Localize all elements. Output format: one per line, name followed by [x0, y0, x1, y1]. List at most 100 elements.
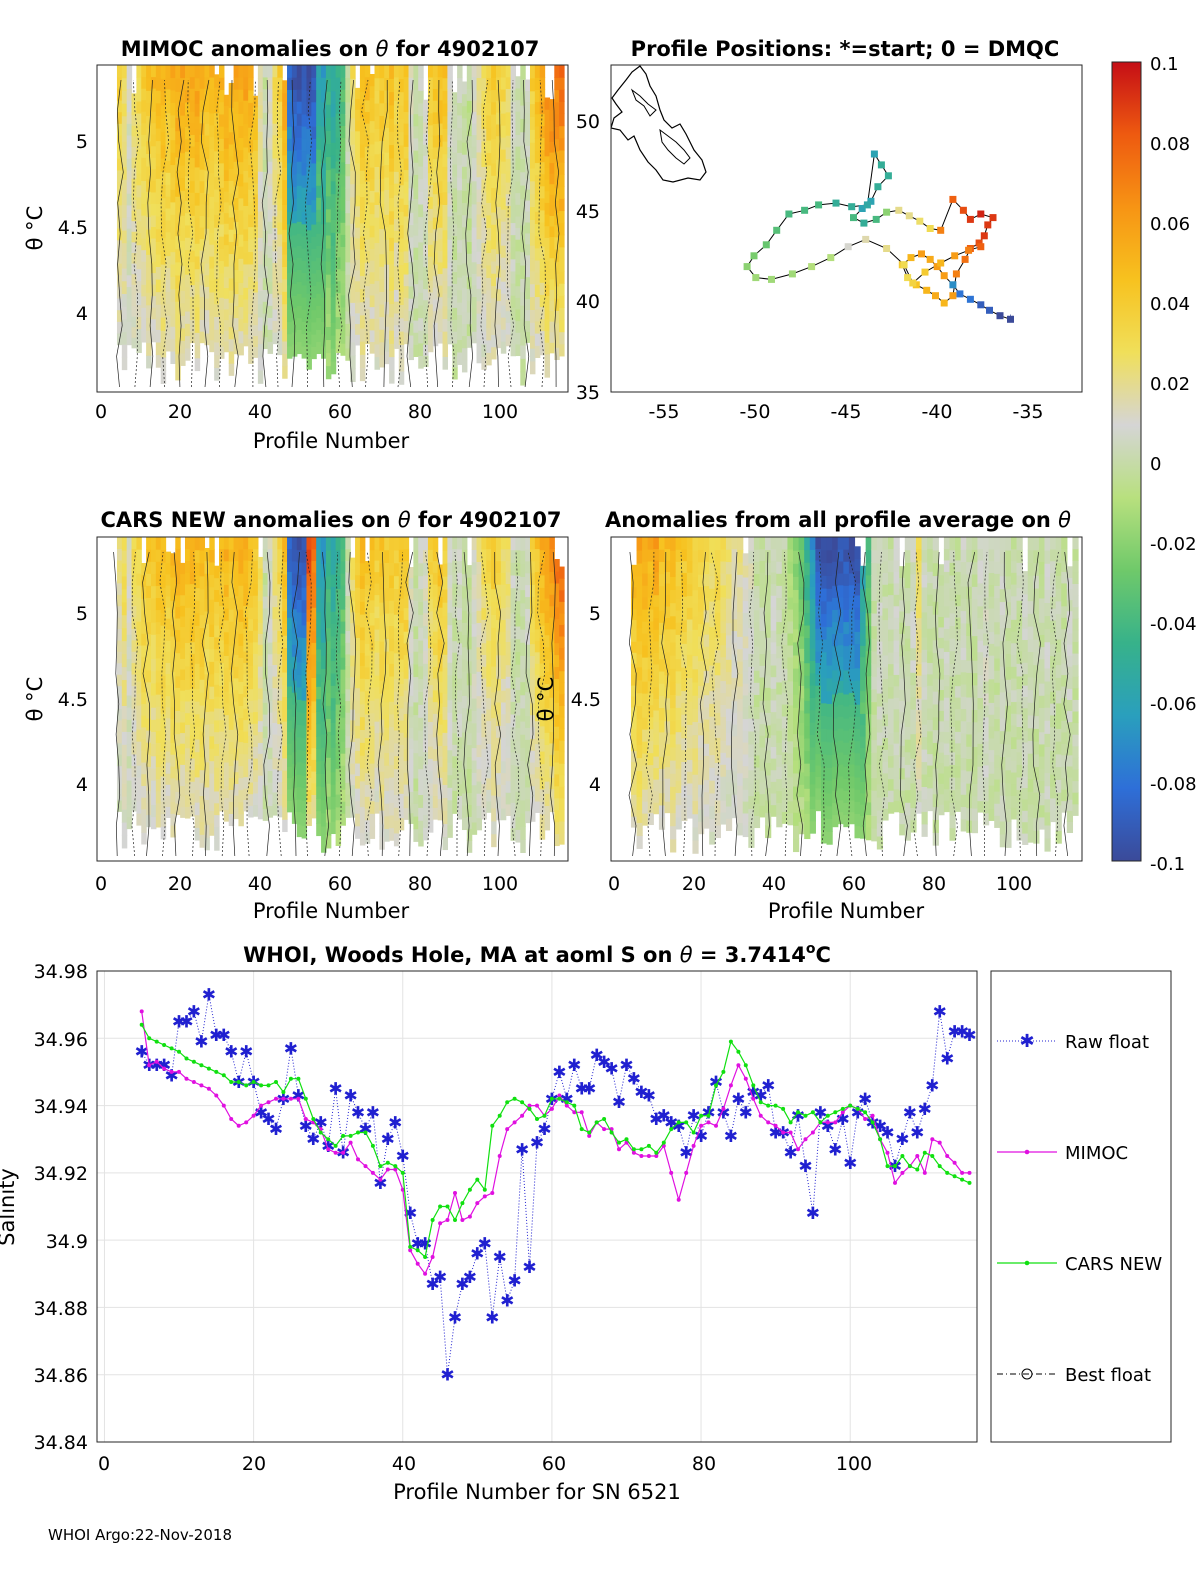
heatmap-cell [670, 825, 677, 840]
heatmap-cell [287, 777, 293, 790]
heatmap-cell [544, 537, 551, 550]
heatmap-cell [466, 170, 473, 184]
heatmap-cell [359, 626, 366, 641]
heatmap-cell [228, 561, 235, 574]
heatmap-cell [257, 78, 264, 93]
heatmap-cell [228, 765, 235, 778]
heatmap-cell [316, 305, 322, 318]
heatmap-cell [335, 691, 342, 705]
heatmap-cell [136, 292, 142, 306]
heatmap-cell [559, 186, 565, 199]
heatmap-cell [228, 609, 235, 622]
heatmap-cell [233, 537, 240, 550]
heatmap-cell [345, 101, 351, 115]
heatmap-cell [272, 308, 278, 321]
heatmap-cell [534, 559, 541, 573]
heatmap-cell [199, 134, 206, 147]
heatmap-cell [486, 289, 492, 303]
heatmap-cell [384, 587, 390, 601]
heatmap-cell [630, 805, 638, 817]
heatmap-cell [180, 806, 186, 818]
heatmap-cell [461, 250, 468, 264]
heatmap-cell [116, 263, 123, 276]
heatmap-cell [340, 645, 346, 658]
heatmap-cell [345, 237, 351, 251]
heatmap-cell [364, 146, 371, 159]
heatmap-cell [170, 65, 176, 79]
heatmap-cell [155, 754, 162, 768]
heatmap-cell [505, 664, 512, 677]
map-axes-box [610, 64, 1083, 393]
heatmap-cell [647, 764, 654, 778]
heatmap-cell [355, 762, 361, 777]
heatmap-cell [238, 318, 244, 332]
heatmap-cell [437, 261, 444, 275]
heatmap-cell [160, 750, 167, 764]
heatmap-cell [248, 805, 254, 818]
heatmap-cell [384, 651, 390, 665]
heatmap-cell [554, 714, 560, 727]
heatmap-cell [165, 728, 172, 741]
heatmap-cell [559, 137, 565, 151]
heatmap-cell [335, 65, 342, 78]
heatmap-cell [491, 297, 497, 311]
heatmap-cell [515, 651, 521, 665]
heatmap-cell [272, 250, 278, 263]
heatmap-cell [175, 721, 181, 735]
heatmap-cell [175, 710, 181, 723]
heatmap-cell [374, 280, 380, 294]
heatmap-cell [306, 549, 312, 562]
heatmap-cell [340, 813, 346, 826]
heatmap-cell [515, 600, 521, 614]
heatmap-cell [664, 755, 671, 768]
heatmap-cell [228, 705, 235, 718]
heatmap-cell [630, 630, 638, 642]
heatmap-cell [325, 182, 332, 197]
heatmap-cell [703, 573, 710, 587]
heatmap-cell [204, 686, 210, 700]
heatmap-cell [170, 576, 176, 590]
heatmap-cell [287, 248, 293, 262]
heatmap-cell [204, 146, 210, 159]
heatmap-cell [379, 784, 385, 798]
heatmap-cell [427, 256, 434, 269]
heatmap-cell [534, 628, 541, 641]
heatmap-cell [257, 644, 264, 656]
heatmap-cell [539, 137, 546, 151]
heatmap-cell [204, 774, 210, 788]
heatmap-cell [384, 600, 390, 614]
heatmap-cell [155, 127, 162, 142]
heatmap-cell [457, 807, 463, 820]
heatmap-cell [630, 739, 638, 752]
heatmap-cell [442, 331, 448, 345]
heatmap-cell [311, 211, 317, 225]
heatmap-cell [219, 113, 225, 127]
heatmap-cell [539, 197, 546, 211]
contour-line [291, 551, 300, 857]
heatmap-cell [253, 204, 259, 217]
contour-line [550, 551, 556, 857]
heatmap-cell [175, 130, 181, 145]
heatmap-cell [481, 77, 487, 91]
heatmap-cell [306, 585, 312, 598]
heatmap-cell [116, 765, 123, 778]
heatmap-cell [146, 266, 152, 281]
heatmap-cell [418, 614, 424, 628]
heatmap-cell [287, 309, 293, 323]
heatmap-cell [658, 585, 666, 599]
heatmap-cell [126, 251, 133, 264]
heatmap-cell [442, 267, 448, 281]
heatmap-cell [471, 809, 478, 823]
heatmap-cell [316, 599, 322, 613]
heatmap-cell [131, 708, 137, 721]
heatmap-cell [146, 669, 152, 683]
heatmap-cell [335, 793, 342, 808]
heatmap-cell [136, 208, 142, 222]
heatmap-cell [345, 249, 351, 263]
heatmap-cell [180, 227, 186, 241]
heatmap-cell [364, 192, 371, 205]
heatmap-cell [272, 803, 278, 816]
heatmap-cell [126, 321, 133, 334]
heatmap-cell [520, 760, 526, 775]
heatmap-cell [296, 233, 303, 246]
